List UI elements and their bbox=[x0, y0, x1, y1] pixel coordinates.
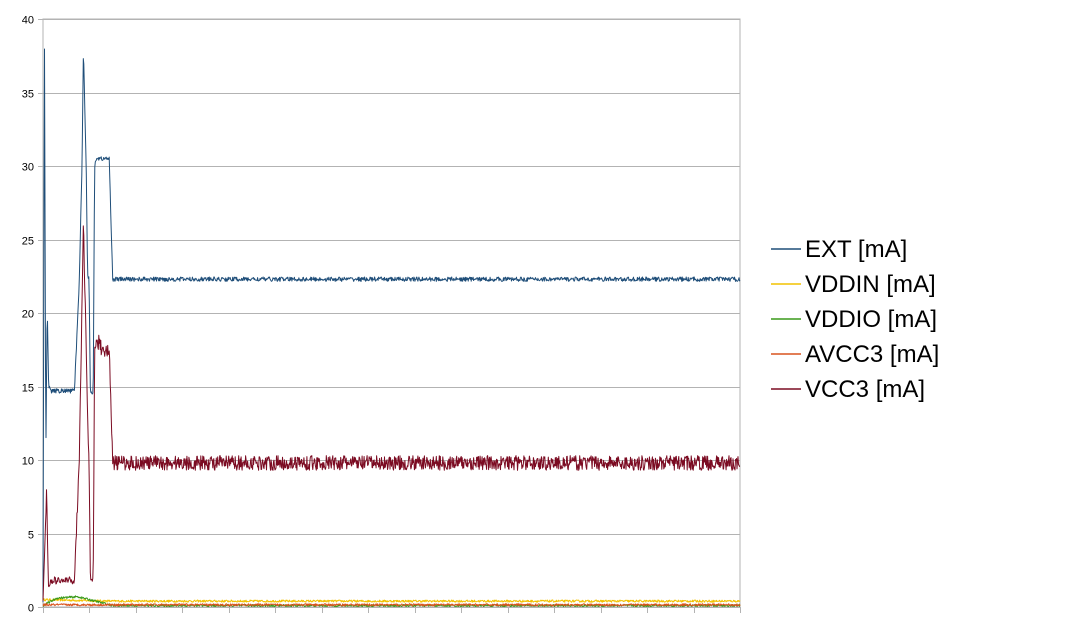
series-layer bbox=[42, 48, 741, 608]
legend-label: AVCC3 [mA] bbox=[805, 341, 939, 368]
y-tick-label: 35 bbox=[22, 89, 34, 101]
y-tick-label: 30 bbox=[22, 162, 34, 174]
series-line-vcc3 bbox=[42, 225, 741, 601]
y-axis: 0 5 10 15 20 25 30 35 40 bbox=[22, 15, 43, 615]
series-line-vddin bbox=[42, 598, 741, 603]
x-axis bbox=[43, 607, 741, 613]
y-tick-label: 20 bbox=[22, 309, 34, 321]
series-line-ext bbox=[42, 48, 741, 603]
y-tick-label: 15 bbox=[22, 383, 34, 395]
plot-area bbox=[42, 18, 741, 608]
y-tick-label: 40 bbox=[22, 15, 34, 27]
legend-label: EXT [mA] bbox=[805, 236, 907, 263]
legend: EXT [mA] VDDIN [mA] VDDIO [mA] AVCC3 [mA] VC… bbox=[771, 236, 939, 403]
legend-label: VDDIO [mA] bbox=[805, 306, 937, 333]
legend-label: VDDIN [mA] bbox=[805, 271, 936, 298]
y-tick-label: 10 bbox=[22, 456, 34, 468]
y-tick-label: 5 bbox=[28, 530, 34, 542]
y-tick-label: 25 bbox=[22, 236, 34, 248]
y-tick-label: 0 bbox=[28, 603, 34, 615]
series-line-avcc3 bbox=[42, 603, 741, 607]
legend-label: VCC3 [mA] bbox=[805, 376, 925, 403]
